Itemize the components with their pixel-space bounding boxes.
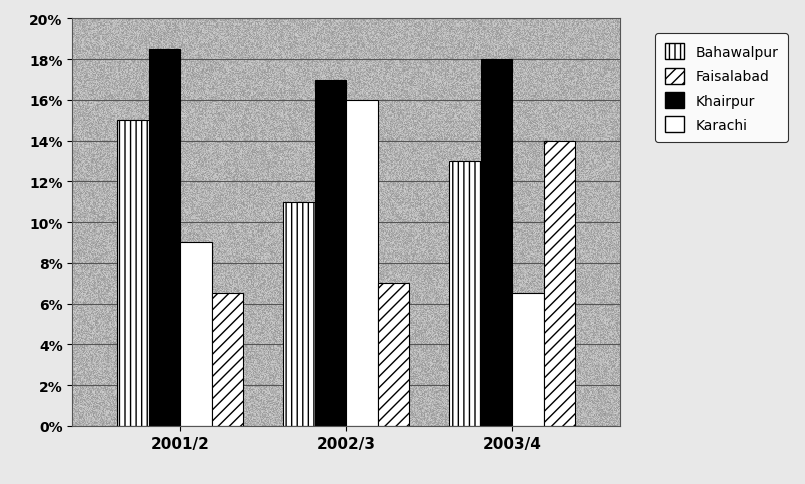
Bar	[449, 162, 481, 426]
Bar	[118, 121, 149, 426]
Bar	[378, 284, 409, 426]
Bar	[315, 80, 346, 426]
Bar	[543, 141, 575, 426]
Bar	[180, 243, 212, 426]
Legend: Bahawalpur, Faisalabad, Khairpur, Karachi: Bahawalpur, Faisalabad, Khairpur, Karach…	[655, 34, 788, 143]
Bar	[212, 294, 243, 426]
Bar	[346, 101, 378, 426]
Bar	[283, 202, 315, 426]
Bar	[512, 294, 543, 426]
Bar	[149, 50, 180, 426]
Bar	[481, 60, 512, 426]
